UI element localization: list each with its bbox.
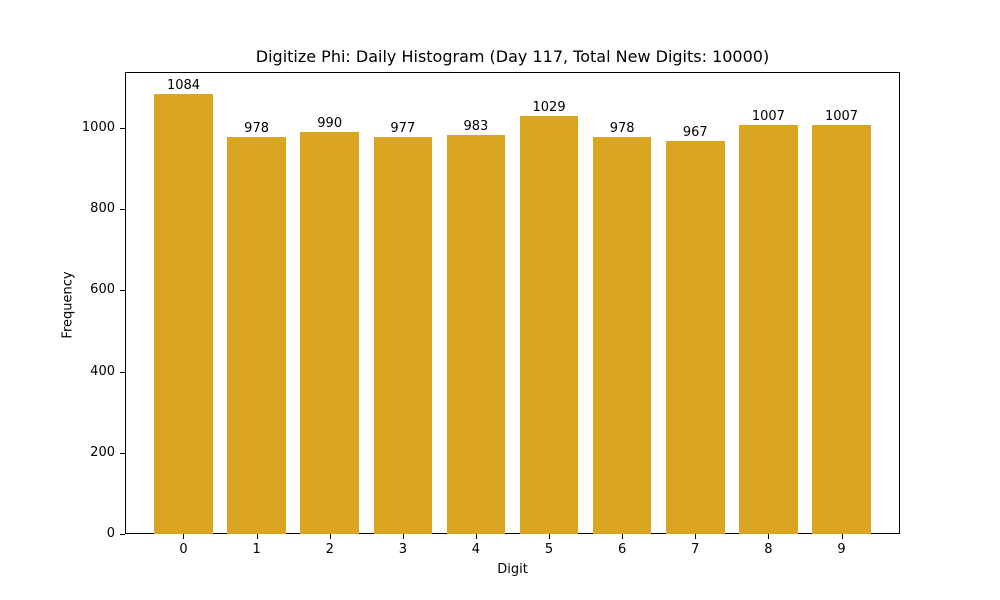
bar-digit-7: 967 — [666, 141, 725, 534]
bar-digit-2: 990 — [300, 132, 359, 534]
bar-digit-8: 1007 — [739, 125, 798, 534]
x-axis-label: Digit — [497, 562, 528, 577]
x-tick — [475, 534, 477, 539]
bar-digit-1: 978 — [227, 136, 286, 534]
x-tick-label: 3 — [398, 542, 407, 557]
y-tick — [120, 452, 125, 454]
x-tick — [402, 534, 404, 539]
bar-value-label: 978 — [609, 120, 635, 136]
y-axis-label: Frequency — [60, 271, 76, 339]
y-tick — [120, 128, 125, 130]
bar-value-label: 978 — [244, 120, 269, 136]
y-tick — [120, 534, 125, 535]
y-tick-label: 600 — [90, 282, 115, 298]
x-tick — [329, 534, 331, 539]
bar-digit-9: 1007 — [812, 125, 871, 534]
bar-value-label: 1084 — [166, 77, 201, 93]
x-tick — [841, 534, 843, 539]
x-tick — [695, 534, 697, 539]
y-tick — [120, 209, 125, 211]
bar-value-label: 1007 — [824, 109, 859, 125]
x-tick — [622, 534, 624, 539]
bar-value-label: 967 — [682, 125, 708, 141]
bar-value-label: 977 — [390, 121, 416, 137]
y-tick-label: 800 — [90, 201, 115, 217]
bar-value-label: 1007 — [751, 109, 785, 125]
y-tick-label: 1000 — [81, 120, 115, 136]
x-tick — [768, 534, 770, 539]
y-tick-label: 200 — [90, 444, 115, 460]
x-tick — [183, 534, 185, 539]
x-tick-label: 1 — [252, 542, 261, 557]
x-tick-label: 8 — [764, 542, 773, 557]
y-tick-label: 0 — [106, 526, 115, 541]
chart-title: Digitize Phi: Daily Histogram (Day 117, … — [255, 47, 770, 66]
y-tick — [120, 371, 125, 373]
x-tick-label: 6 — [618, 542, 627, 557]
x-tick-label: 7 — [691, 542, 700, 557]
plot-area — [125, 72, 900, 534]
x-tick-label: 9 — [837, 542, 846, 557]
bar-digit-4: 983 — [446, 134, 506, 534]
x-tick — [256, 534, 258, 539]
y-tick — [120, 290, 125, 292]
bar-value-label: 1029 — [532, 100, 566, 116]
x-tick-label: 2 — [325, 542, 334, 557]
x-tick-label: 5 — [544, 542, 554, 557]
bar-value-label: 983 — [463, 118, 489, 134]
bar-digit-3: 977 — [373, 137, 433, 534]
bar-digit-0: 1084 — [154, 93, 213, 534]
y-tick-label: 400 — [90, 363, 115, 379]
x-tick-label: 0 — [179, 542, 188, 557]
bar-value-label: 990 — [317, 116, 343, 132]
x-tick-label: 4 — [471, 542, 481, 557]
bar-digit-6: 978 — [592, 136, 652, 534]
x-tick — [549, 534, 551, 539]
bar-digit-5: 1029 — [519, 116, 579, 534]
